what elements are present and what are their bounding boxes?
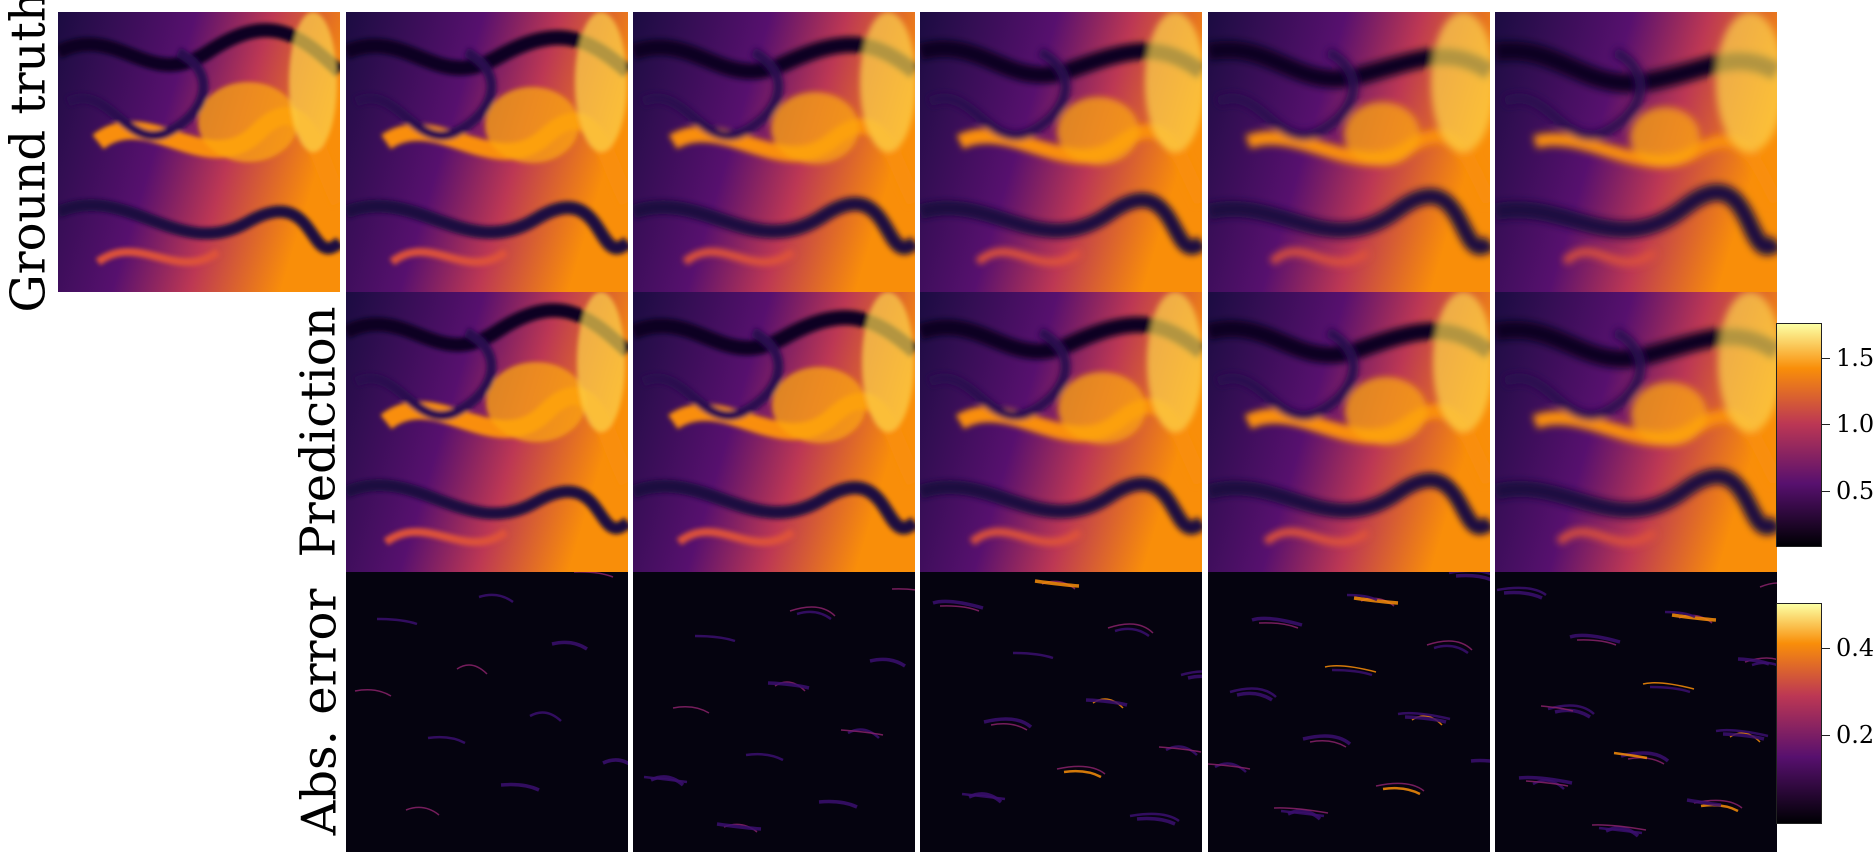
row-label-ground-truth: Ground truth — [1, 0, 58, 313]
ground-truth-panel — [58, 12, 340, 292]
ground-truth-panel — [1208, 12, 1490, 292]
ground-truth-panel — [1495, 12, 1777, 292]
colorbar-field-tick: 0.5 — [1821, 477, 1874, 505]
prediction-panel — [1495, 292, 1777, 572]
colorbar-field-tick: 1.5 — [1821, 344, 1874, 372]
colorbar-error-ticks: 0.4 0.2 — [1821, 603, 1874, 824]
prediction-panel — [633, 292, 915, 572]
colorbar-field-ticks: 1.5 1.0 0.5 — [1821, 323, 1874, 547]
prediction-panel — [346, 292, 628, 572]
abs-error-panel — [920, 572, 1202, 852]
colorbar-error-tick: 0.4 — [1821, 634, 1874, 662]
colorbar-field-tick: 1.0 — [1821, 410, 1874, 438]
colorbar-field — [1776, 323, 1822, 547]
row-label-abs-error: Abs. error — [291, 588, 347, 836]
colorbar-error-tick: 0.2 — [1821, 721, 1874, 749]
prediction-panel — [1208, 292, 1490, 572]
ground-truth-panel — [633, 12, 915, 292]
ground-truth-panel — [920, 12, 1202, 292]
colorbar-error — [1776, 603, 1822, 824]
prediction-panel — [920, 292, 1202, 572]
abs-error-panel — [346, 572, 628, 852]
abs-error-panel — [1208, 572, 1490, 852]
row-label-prediction: Prediction — [291, 306, 347, 558]
abs-error-panel — [1495, 572, 1777, 852]
abs-error-panel — [633, 572, 915, 852]
ground-truth-panel — [346, 12, 628, 292]
